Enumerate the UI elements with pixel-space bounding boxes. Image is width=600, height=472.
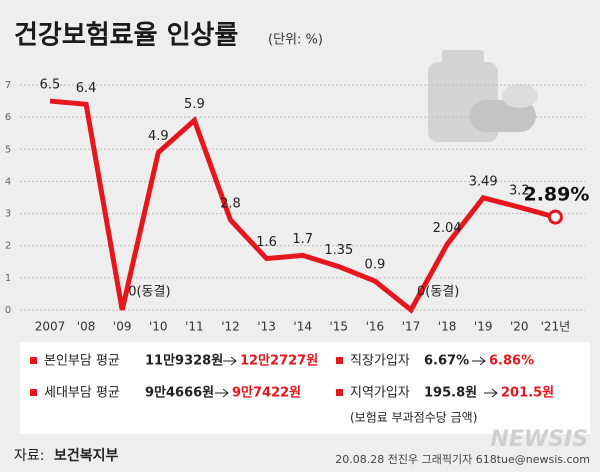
x-tick-label: '14: [293, 320, 312, 334]
value-label: 4.9: [148, 129, 169, 144]
note-after: 9만7422원: [232, 385, 301, 401]
note-label: 세대부담 평균: [44, 386, 120, 401]
source-label: 자료:: [14, 448, 44, 464]
value-label: 6.5: [40, 78, 61, 93]
arrow: [223, 356, 237, 366]
notes-box: [20, 342, 590, 434]
y-tick-label: 4: [5, 176, 11, 187]
note-label: 지역가입자: [350, 386, 410, 401]
x-tick-label: '18: [438, 320, 457, 334]
x-tick-label: '21년: [541, 320, 571, 334]
x-tick-label: '08: [77, 320, 96, 334]
y-tick-label: 3: [5, 209, 11, 220]
value-label: 6.4: [76, 81, 97, 96]
bullet: [336, 357, 343, 364]
x-tick-label: '12: [221, 320, 240, 334]
note-sub: (보험료 부과점수당 금액): [350, 411, 477, 425]
note-after: 12만2727원: [240, 353, 318, 369]
arrow: [472, 356, 486, 366]
plot: 0 1 2 3 4 5 6 7 2007 '08 '09 '10 '11 '12 '13 '14 '15 '16 '…: [5, 78, 590, 334]
value-label: 1.6: [256, 235, 277, 250]
note-after: 201.5원: [501, 386, 554, 401]
y-tick-label: 0: [5, 305, 11, 316]
x-tick-label: '16: [366, 320, 385, 334]
chart-subtitle: (단위: %): [268, 33, 323, 48]
arrow: [215, 388, 229, 398]
x-tick-label: 2007: [35, 320, 66, 334]
x-tick-label: '20: [510, 320, 529, 334]
x-tick-label: '13: [257, 320, 276, 334]
x-tick-label: '19: [474, 320, 493, 334]
note-label: 본인부담 평균: [44, 354, 120, 369]
value-label: 0(동결): [128, 285, 170, 300]
note-after: 6.86%: [489, 354, 534, 369]
y-tick-label: 6: [5, 112, 11, 123]
value-label: 3.49: [469, 174, 498, 189]
note-label: 직장가입자: [350, 354, 410, 369]
value-label: 1.35: [324, 243, 353, 258]
value-label: 2.8: [220, 197, 241, 212]
y-tick-label: 5: [5, 144, 11, 155]
x-tick-label: '09: [113, 320, 132, 334]
source-name: 보건복지부: [54, 447, 119, 464]
point: [547, 209, 563, 225]
chart-title: 건강보험료율 인상률: [14, 21, 238, 51]
note-before: 11만9328원: [145, 353, 223, 369]
bullet: [30, 357, 37, 364]
y-tick-label: 2: [5, 241, 11, 252]
y-tick-label: 7: [5, 80, 11, 91]
value-label: 2.04: [433, 221, 462, 236]
value-label: 0(동결): [417, 285, 459, 300]
x-tick-label: '17: [402, 320, 421, 334]
value-label: 1.7: [292, 232, 313, 247]
value-label: 0.9: [365, 258, 386, 273]
y-tick-label: 1: [5, 273, 11, 284]
x-tick-label: '11: [185, 320, 204, 334]
value-label: 3.2: [509, 184, 530, 199]
note-before: 6.67%: [424, 354, 469, 369]
arrow: [484, 388, 498, 398]
notes: 본인부담 평균 11만9328원 12만2727원 직장가입자 6.67% 6.…: [30, 353, 554, 425]
note-before: 195.8원: [424, 386, 477, 401]
note-before: 9만4666원: [145, 385, 214, 401]
line: [49, 98, 557, 314]
value-label: 5.9: [184, 97, 205, 112]
x-tick-label: '10: [149, 320, 168, 334]
pill-icon: [428, 50, 538, 142]
bullet: [30, 389, 37, 396]
bullet: [336, 389, 343, 396]
x-tick-label: '15: [330, 320, 349, 334]
value-label: 2.89%: [523, 184, 589, 206]
logo: NEWSIS: [490, 427, 588, 452]
credit: 20.08.28 전진우 그래픽기자 618tue@newsis.com: [335, 453, 590, 466]
